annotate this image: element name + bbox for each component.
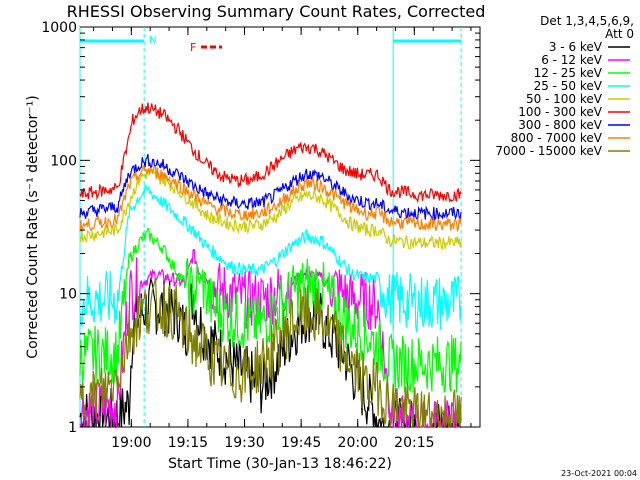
- legend-label-3: 25 - 50 keV: [534, 79, 603, 93]
- series-line-1: [79, 248, 462, 429]
- x-axis-label: Start Time (30-Jan-13 18:46:22): [168, 456, 392, 472]
- y-tick-label-1: 10: [59, 287, 77, 303]
- chart-title: RHESSI Observing Summary Count Rates, Co…: [67, 2, 486, 21]
- series-line-4: [79, 168, 462, 250]
- legend-label-4: 50 - 100 keV: [526, 92, 603, 106]
- series-line-2: [79, 227, 462, 394]
- series-line-7: [79, 164, 462, 233]
- legend-label-8: 7000 - 15000 keV: [495, 144, 602, 158]
- series-line-5: [79, 102, 462, 204]
- legend-label-2: 12 - 25 keV: [534, 66, 603, 80]
- series-line-6: [79, 153, 462, 222]
- legend-label-5: 100 - 300 keV: [518, 105, 602, 119]
- legend-label-6: 300 - 800 keV: [518, 118, 602, 132]
- attenuator-label-0: N: [149, 35, 156, 46]
- legend-header-line-1: Det 1,3,4,5,6,9,: [540, 14, 634, 28]
- plot-area: N: [79, 27, 462, 429]
- x-tick-label-4: 20:00: [338, 435, 378, 451]
- timestamp: 23-Oct-2021 00:04: [561, 469, 637, 478]
- y-axis: 1 10 100 1000: [41, 20, 480, 436]
- series-line-0: [79, 276, 462, 429]
- x-tick-label-1: 19:15: [168, 435, 208, 451]
- legend-label-0: 3 - 6 keV: [549, 40, 603, 54]
- legend-label-1: 6 - 12 keV: [541, 53, 603, 67]
- x-tick-label-2: 19:30: [224, 435, 264, 451]
- x-axis: 19:00 19:15 19:30 19:45 20:00 20:15: [93, 27, 472, 451]
- x-tick-label-3: 19:45: [281, 435, 321, 451]
- legend-label-7: 800 - 7000 keV: [511, 131, 603, 145]
- y-tick-label-2: 100: [50, 153, 77, 169]
- y-tick-label-3: 1000: [41, 20, 77, 36]
- legend-header-line-2: Att 0: [605, 27, 634, 41]
- series-line-8: [79, 277, 462, 428]
- y-axis-label: Corrected Count Rate (s⁻¹ detector⁻¹): [25, 95, 41, 358]
- series-line-3: [79, 184, 462, 333]
- flag-label: F: [190, 41, 196, 54]
- x-tick-label-0: 19:00: [111, 435, 151, 451]
- y-tick-label-0: 1: [68, 420, 77, 436]
- x-tick-label-5: 20:15: [394, 435, 434, 451]
